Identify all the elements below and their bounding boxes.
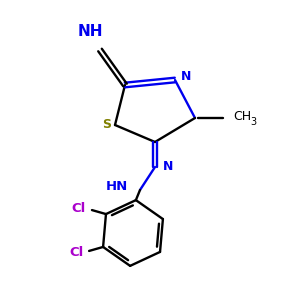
Text: HN: HN [106,181,128,194]
Text: N: N [163,160,173,173]
Text: S: S [102,118,111,131]
Text: CH: CH [233,110,251,124]
Text: Cl: Cl [72,202,86,214]
Text: Cl: Cl [69,246,83,260]
Text: 3: 3 [250,117,256,127]
Text: NH: NH [77,25,103,40]
Text: N: N [181,70,191,83]
